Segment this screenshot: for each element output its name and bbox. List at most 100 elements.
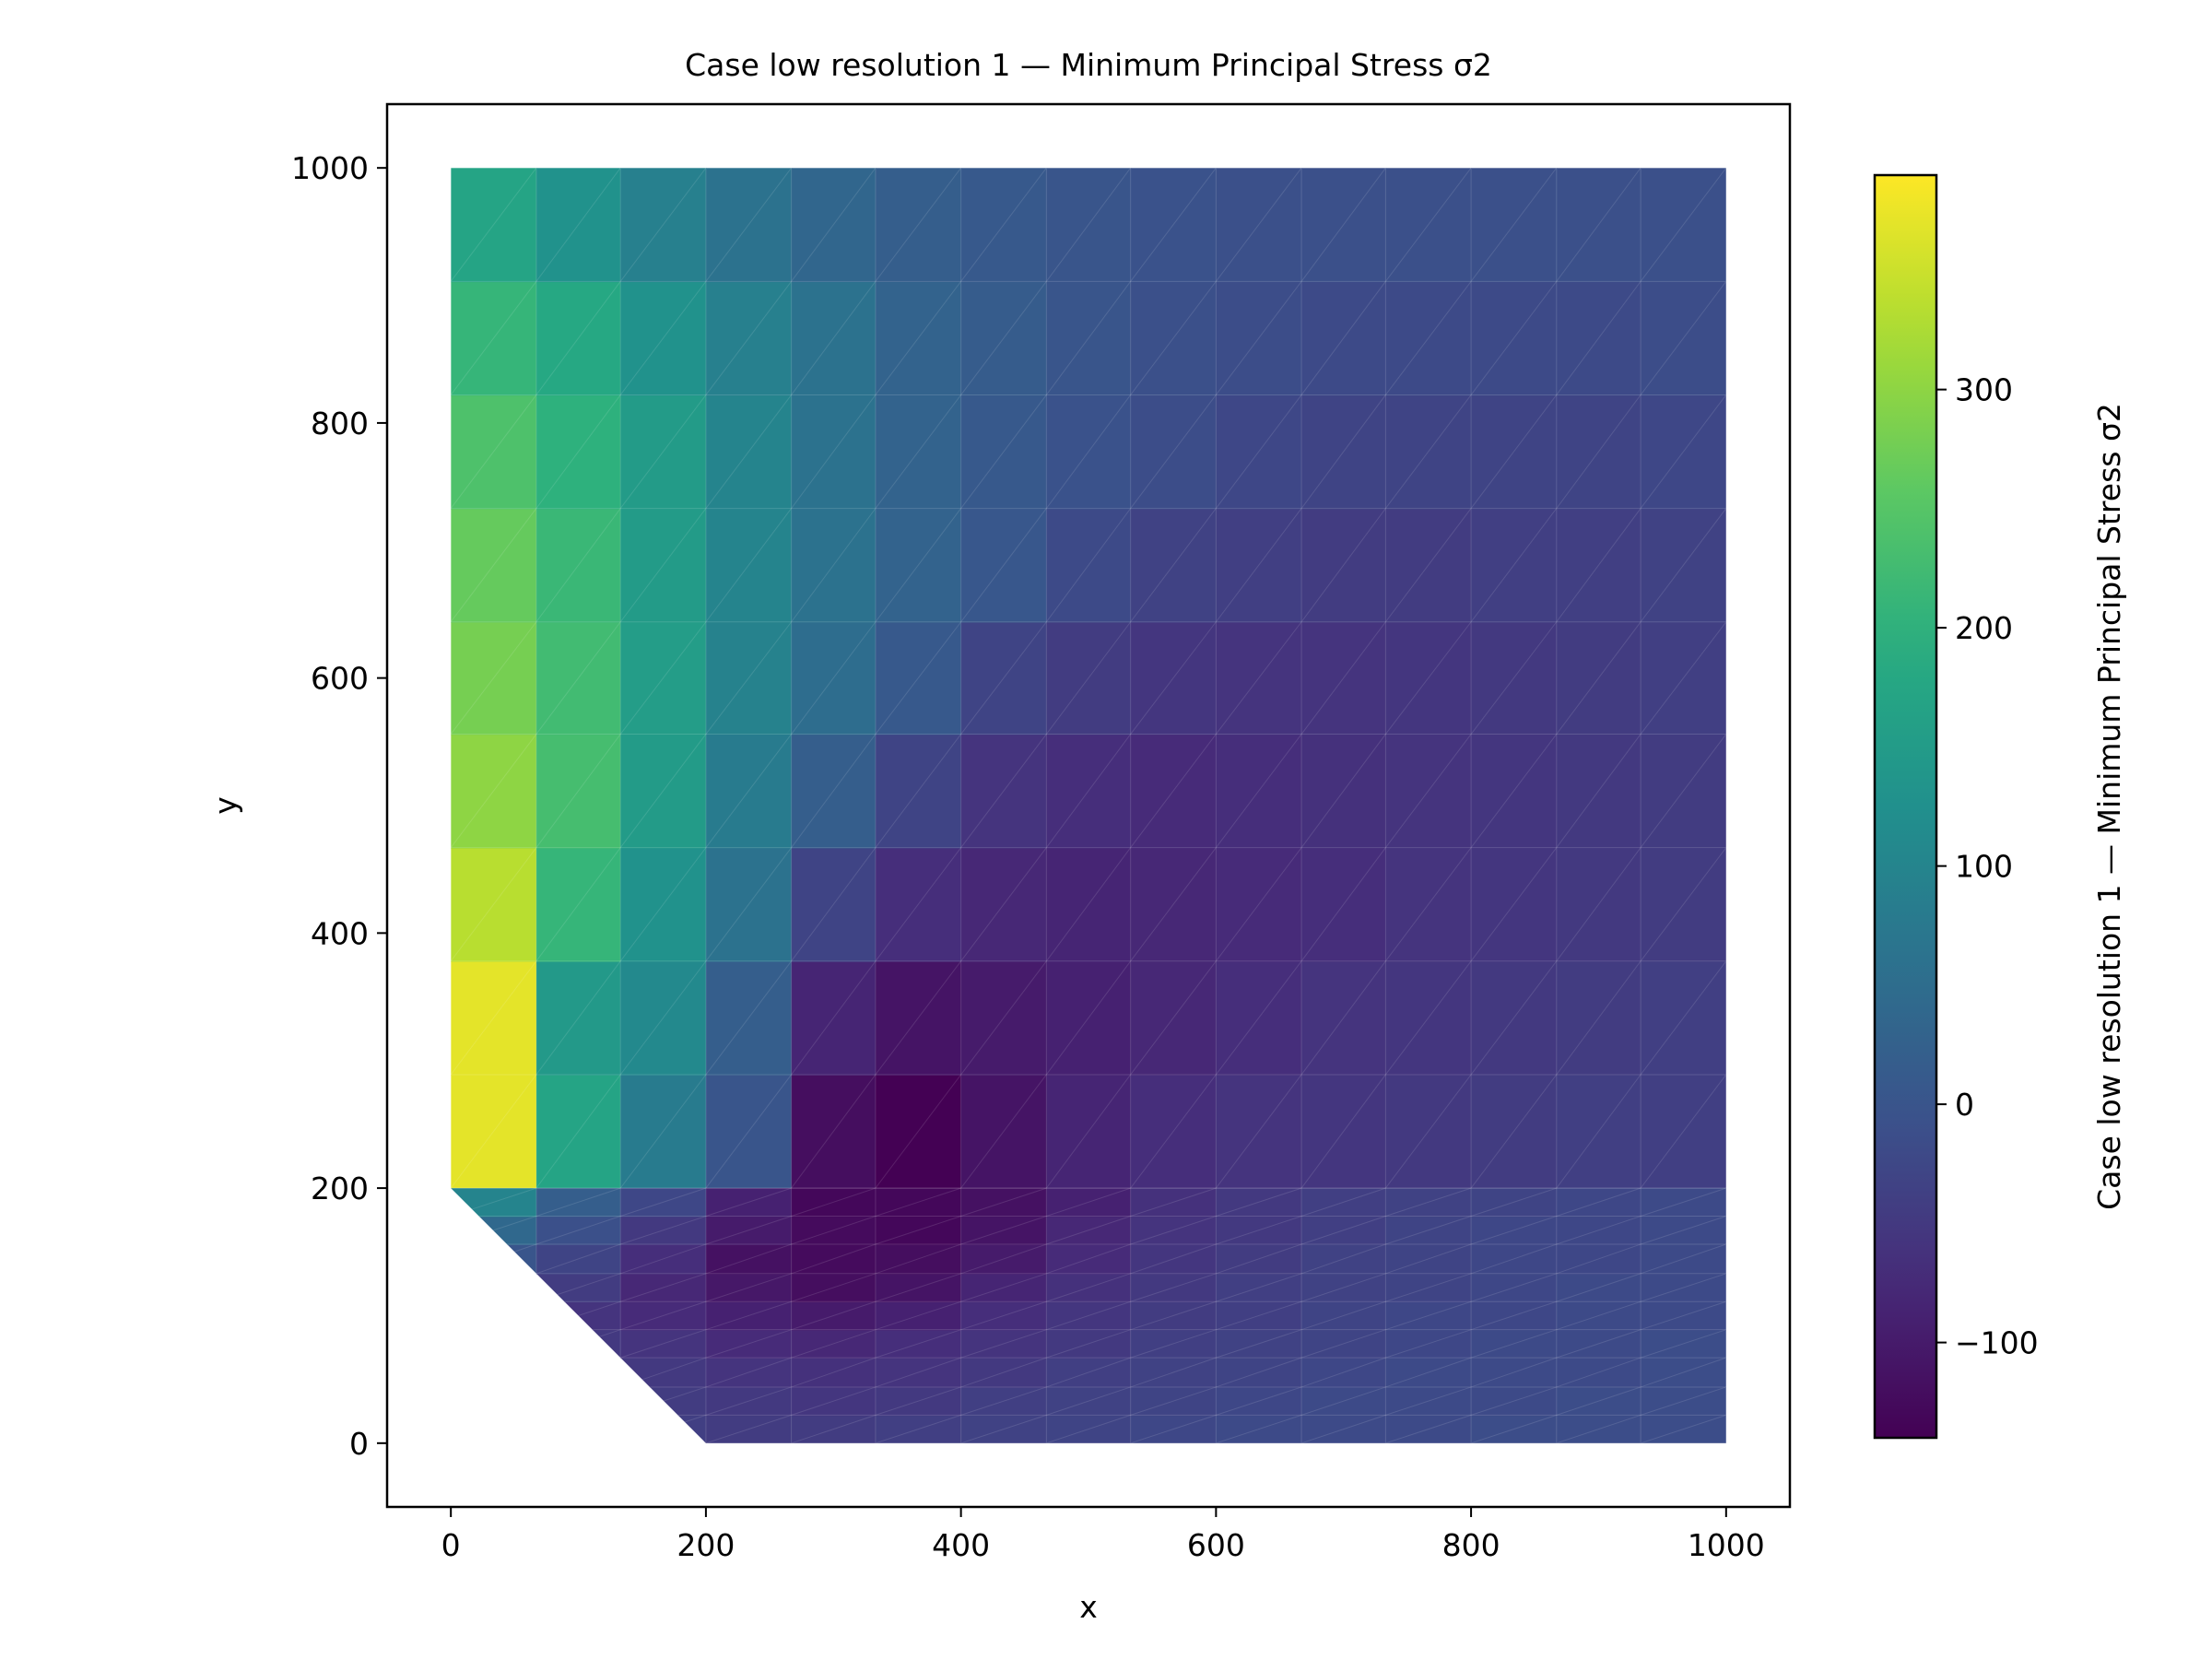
- upper-grid-cell: [451, 960, 537, 1076]
- upper-grid-cell: [705, 960, 793, 1076]
- lower-strip-cell: [1385, 1188, 1472, 1218]
- upper-grid-cell: [535, 168, 622, 283]
- upper-grid-cell: [1130, 281, 1218, 396]
- lower-strip-cell: [1216, 1358, 1302, 1388]
- mesh-diagonal: [875, 168, 962, 282]
- upper-grid-cell: [1556, 508, 1641, 623]
- mesh-diagonal: [960, 1386, 1047, 1416]
- upper-grid-cell: [1556, 281, 1641, 396]
- upper-grid-cell: [1385, 1074, 1472, 1189]
- upper-grid-cell: [451, 168, 537, 283]
- mesh-diagonal: [1556, 1300, 1641, 1331]
- mesh-diagonal: [705, 1243, 792, 1275]
- mesh-diagonal: [1300, 621, 1386, 735]
- lower-strip-cell: [791, 1188, 877, 1218]
- mesh-diagonal: [1470, 960, 1558, 1076]
- upper-grid-cell: [1216, 281, 1302, 396]
- upper-grid-cell: [1130, 1074, 1218, 1189]
- mesh-diagonal: [1556, 1414, 1641, 1443]
- mesh-diagonal: [1640, 508, 1726, 623]
- mesh-diagonal: [1300, 394, 1386, 509]
- upper-grid-cell: [620, 960, 707, 1076]
- mesh-diagonal: [1130, 1273, 1217, 1302]
- lower-strip-cell: [1641, 1301, 1726, 1331]
- lower-strip-cell: [960, 1329, 1048, 1359]
- lower-strip-cell: [875, 1243, 962, 1275]
- mesh-diagonal: [1216, 1386, 1302, 1416]
- mesh-diagonal: [1640, 1386, 1726, 1416]
- mesh-diagonal: [1385, 1300, 1472, 1331]
- mesh-diagonal: [1385, 1329, 1472, 1359]
- lower-strip-cell: [705, 1358, 793, 1388]
- mesh-diagonal: [535, 281, 621, 395]
- mesh-diagonal: [535, 394, 621, 509]
- upper-grid-cell: [451, 621, 537, 735]
- mesh-diagonal: [1046, 1243, 1131, 1275]
- mesh-diagonal: [1300, 1386, 1386, 1416]
- upper-grid-cell: [1130, 734, 1218, 849]
- y-tick-label: 0: [349, 1426, 369, 1462]
- mesh-diagonal: [875, 1243, 961, 1275]
- mesh-diagonal: [620, 1187, 707, 1218]
- mesh-diagonal: [1640, 1329, 1726, 1359]
- upper-grid-cell: [875, 508, 962, 623]
- upper-grid-cell: [791, 847, 877, 962]
- upper-grid-cell: [535, 1074, 622, 1189]
- lower-strip-cell: [705, 1216, 793, 1245]
- upper-grid-cell: [791, 1074, 877, 1189]
- mesh-diagonal: [1130, 1187, 1217, 1218]
- lower-strip-cell: [1046, 1415, 1132, 1443]
- upper-grid-cell: [1471, 168, 1558, 283]
- mesh-diagonal: [535, 508, 621, 623]
- mesh-diagonal: [1300, 1074, 1386, 1189]
- mesh-diagonal: [1640, 394, 1726, 509]
- mesh-diagonal: [1046, 1357, 1131, 1388]
- mesh-diagonal: [1470, 621, 1558, 735]
- mesh-diagonal: [1556, 734, 1641, 848]
- upper-grid-cell: [451, 847, 537, 962]
- lower-strip-cell: [960, 1358, 1048, 1388]
- lower-strip-cell: [535, 1358, 622, 1388]
- mesh-diagonal: [791, 1074, 877, 1189]
- mesh-diagonal: [1130, 960, 1217, 1076]
- mesh-diagonal: [1640, 621, 1726, 735]
- upper-grid-cell: [960, 281, 1048, 396]
- lower-strip-cell: [451, 1329, 537, 1359]
- mesh-diagonal: [960, 168, 1047, 282]
- mesh-diagonal: [1640, 1357, 1726, 1388]
- mesh-diagonal: [705, 394, 793, 509]
- lower-strip-cell: [1641, 1386, 1726, 1417]
- upper-grid-cell: [1130, 508, 1218, 623]
- upper-grid-cell: [875, 734, 962, 849]
- mesh-diagonal: [705, 1357, 792, 1388]
- lower-strip-cell: [1641, 1329, 1726, 1359]
- lower-strip-cell: [1216, 1243, 1302, 1275]
- mesh-diagonal: [705, 621, 793, 735]
- mesh-diagonal: [705, 281, 793, 395]
- upper-grid-cell: [960, 960, 1048, 1076]
- lower-strip-cell: [1385, 1216, 1472, 1245]
- upper-grid-cell: [535, 394, 622, 510]
- upper-grid-cell: [1216, 508, 1302, 623]
- lower-strip-cell: [1216, 1386, 1302, 1417]
- lower-strip-cell: [1641, 1273, 1726, 1303]
- mesh-diagonal: [1046, 1414, 1131, 1443]
- mesh-diagonal: [1640, 960, 1726, 1076]
- lower-strip-cell: [451, 1415, 537, 1443]
- x-tick-label: 600: [1187, 1527, 1245, 1563]
- mesh-diagonal: [1130, 508, 1217, 623]
- colorbar-tick-label: 300: [1955, 372, 2013, 408]
- mesh-diagonal: [620, 1300, 707, 1331]
- mesh-diagonal: [1556, 168, 1641, 282]
- lower-strip-cell: [1471, 1415, 1558, 1443]
- lower-strip-cell: [1130, 1216, 1218, 1245]
- upper-grid-cell: [875, 281, 962, 396]
- lower-strip-cell: [960, 1415, 1048, 1443]
- upper-grid-cell: [1301, 621, 1387, 735]
- upper-grid-cell: [1471, 281, 1558, 396]
- lower-strip-cell: [535, 1415, 622, 1443]
- upper-grid-cell: [1301, 168, 1387, 283]
- mesh-diagonal: [1045, 168, 1132, 282]
- upper-grid-cell: [1046, 734, 1132, 849]
- mesh-diagonal: [875, 281, 962, 395]
